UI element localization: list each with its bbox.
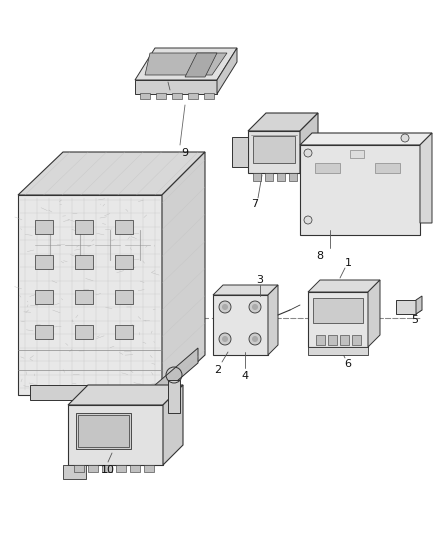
- Bar: [75, 220, 93, 234]
- Polygon shape: [135, 80, 217, 94]
- Circle shape: [304, 149, 312, 157]
- Polygon shape: [300, 133, 432, 145]
- Polygon shape: [185, 53, 217, 77]
- Bar: [253, 136, 295, 163]
- Polygon shape: [248, 131, 300, 173]
- Polygon shape: [396, 300, 416, 314]
- Text: 6: 6: [345, 359, 352, 369]
- Polygon shape: [268, 285, 278, 355]
- Polygon shape: [368, 280, 380, 347]
- Bar: [78, 415, 129, 447]
- Polygon shape: [308, 280, 380, 292]
- Polygon shape: [135, 48, 237, 80]
- Bar: [188, 93, 198, 99]
- Polygon shape: [308, 347, 368, 355]
- Circle shape: [219, 333, 231, 345]
- Polygon shape: [18, 195, 162, 395]
- Bar: [75, 325, 93, 339]
- Polygon shape: [18, 152, 205, 195]
- Text: 10: 10: [101, 465, 115, 475]
- Text: 7: 7: [251, 199, 258, 209]
- Bar: [115, 255, 133, 269]
- Bar: [328, 335, 337, 345]
- Bar: [115, 325, 133, 339]
- Polygon shape: [162, 152, 205, 395]
- Polygon shape: [68, 405, 163, 465]
- Polygon shape: [213, 295, 268, 355]
- Bar: [35, 325, 53, 339]
- Bar: [350, 150, 364, 158]
- Polygon shape: [265, 173, 273, 181]
- Polygon shape: [217, 48, 237, 94]
- Polygon shape: [420, 133, 432, 223]
- Polygon shape: [315, 163, 340, 173]
- Polygon shape: [213, 285, 278, 295]
- Text: 1: 1: [345, 258, 352, 268]
- Circle shape: [252, 304, 258, 310]
- Circle shape: [219, 301, 231, 313]
- Bar: [75, 290, 93, 304]
- Polygon shape: [68, 385, 183, 405]
- Bar: [35, 220, 53, 234]
- Bar: [316, 335, 325, 345]
- Bar: [130, 465, 140, 472]
- Polygon shape: [300, 113, 318, 173]
- Bar: [144, 465, 154, 472]
- Bar: [88, 465, 98, 472]
- Bar: [172, 93, 182, 99]
- Bar: [35, 255, 53, 269]
- Circle shape: [222, 304, 228, 310]
- Bar: [116, 465, 126, 472]
- Polygon shape: [289, 173, 297, 181]
- Polygon shape: [63, 465, 86, 479]
- Circle shape: [249, 301, 261, 313]
- Polygon shape: [163, 385, 183, 465]
- Polygon shape: [30, 385, 155, 400]
- Polygon shape: [168, 380, 180, 413]
- Polygon shape: [248, 113, 318, 131]
- Bar: [75, 255, 93, 269]
- Bar: [115, 220, 133, 234]
- Bar: [74, 465, 84, 472]
- Polygon shape: [253, 173, 261, 181]
- Polygon shape: [308, 292, 368, 347]
- Polygon shape: [145, 53, 227, 75]
- Circle shape: [304, 216, 312, 224]
- Bar: [115, 290, 133, 304]
- Bar: [313, 298, 363, 323]
- Bar: [156, 93, 166, 99]
- Text: 9: 9: [181, 148, 189, 158]
- Circle shape: [252, 336, 258, 342]
- Text: 5: 5: [411, 315, 418, 325]
- Bar: [76, 413, 131, 449]
- Circle shape: [249, 333, 261, 345]
- Bar: [140, 93, 150, 99]
- Polygon shape: [232, 137, 248, 167]
- Text: 8: 8: [316, 251, 324, 261]
- Text: 4: 4: [241, 371, 248, 381]
- Polygon shape: [277, 173, 285, 181]
- Bar: [102, 465, 112, 472]
- Bar: [352, 335, 361, 345]
- Circle shape: [401, 134, 409, 142]
- Circle shape: [222, 336, 228, 342]
- Polygon shape: [416, 296, 422, 314]
- Bar: [340, 335, 349, 345]
- Polygon shape: [375, 163, 400, 173]
- Text: 2: 2: [215, 365, 222, 375]
- Bar: [35, 290, 53, 304]
- Polygon shape: [155, 348, 198, 400]
- Polygon shape: [300, 145, 420, 235]
- Text: 3: 3: [257, 275, 264, 285]
- Bar: [204, 93, 214, 99]
